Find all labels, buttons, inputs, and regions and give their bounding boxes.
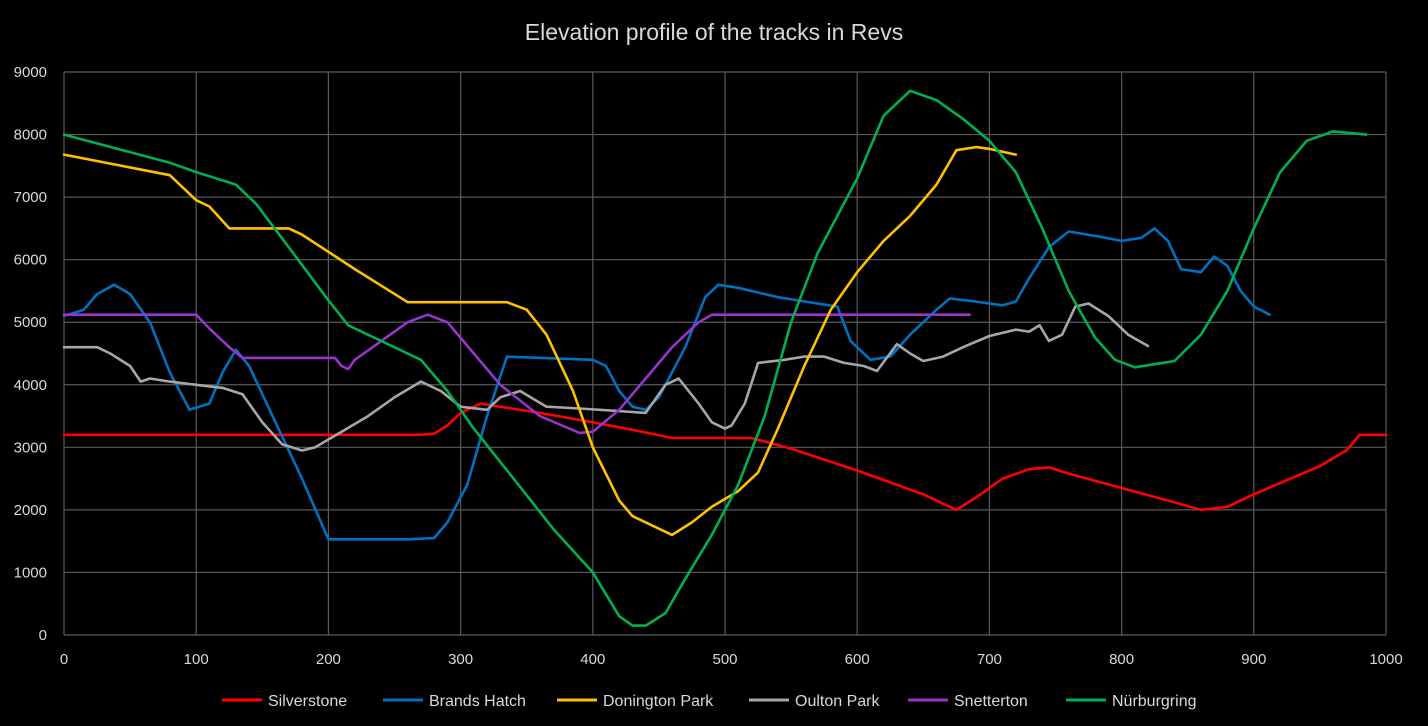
y-tick-label: 0	[39, 627, 47, 644]
chart-title: Elevation profile of the tracks in Revs	[525, 19, 903, 45]
series-line-n-rburgring	[62, 89, 1368, 627]
x-tick-label: 1000	[1369, 651, 1402, 668]
x-tick-label: 900	[1241, 651, 1266, 668]
x-tick-label: 0	[60, 651, 68, 668]
x-tick-label: 300	[448, 651, 473, 668]
legend-label: Snetterton	[954, 693, 1028, 710]
y-tick-label: 7000	[14, 189, 47, 206]
y-tick-label: 8000	[14, 127, 47, 144]
y-tick-label: 6000	[14, 252, 47, 269]
y-tick-label: 9000	[14, 64, 47, 81]
y-tick-labels: 0 1000 2000 3000 4000 5000 6000 7000 8000 9000	[14, 64, 47, 644]
legend-label: Donington Park	[603, 693, 714, 710]
x-tick-label: 400	[580, 651, 605, 668]
legend-label: Brands Hatch	[429, 693, 526, 710]
x-tick-label: 800	[1109, 651, 1134, 668]
y-tick-label: 2000	[14, 502, 47, 519]
y-tick-label: 1000	[14, 564, 47, 581]
series-lines	[62, 89, 1388, 627]
x-tick-labels: 0 100 200 300 400 500 600 700 800 900 1000	[60, 651, 1403, 668]
series-line-silverstone	[62, 402, 1388, 512]
x-tick-label: 600	[845, 651, 870, 668]
x-tick-label: 500	[712, 651, 737, 668]
series-line-snetterton	[62, 313, 971, 435]
series-line-donington-park	[62, 145, 1018, 537]
legend-label: Silverstone	[268, 693, 347, 710]
x-tick-label: 200	[316, 651, 341, 668]
grid	[63, 71, 1387, 636]
y-tick-label: 5000	[14, 314, 47, 331]
y-tick-label: 3000	[14, 439, 47, 456]
x-tick-label: 700	[977, 651, 1002, 668]
legend-label: Oulton Park	[795, 693, 880, 710]
y-tick-label: 4000	[14, 377, 47, 394]
series-line-oulton-park	[62, 302, 1150, 452]
series-line-brands-hatch	[62, 227, 1271, 541]
x-tick-label: 100	[184, 651, 209, 668]
legend-label: Nürburgring	[1112, 693, 1196, 710]
legend: Silverstone Brands Hatch Donington Park Oul…	[222, 693, 1196, 710]
